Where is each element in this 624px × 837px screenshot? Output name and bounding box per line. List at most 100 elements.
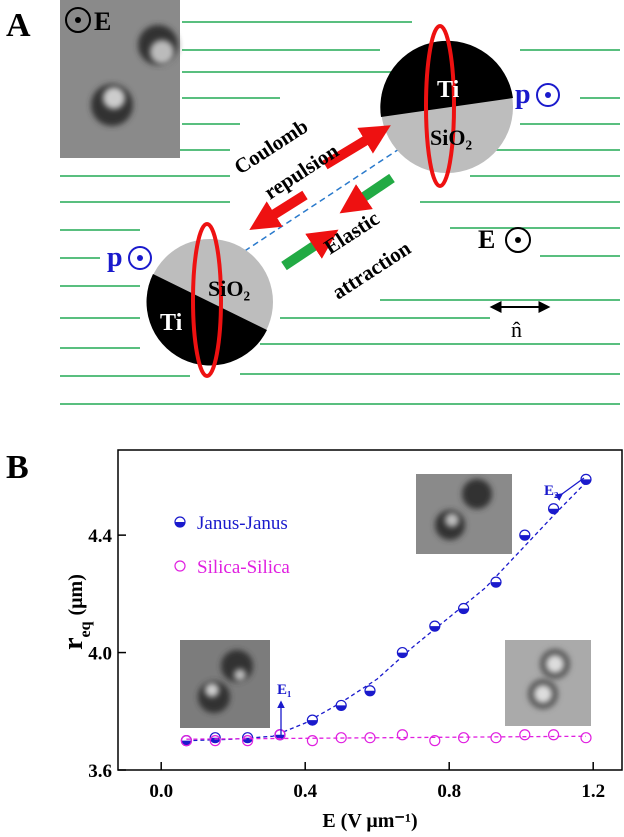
marker-outline	[429, 735, 441, 747]
marker-outline	[490, 732, 502, 744]
micrograph	[180, 640, 270, 728]
data-point	[519, 529, 531, 541]
data-point	[209, 735, 221, 747]
x-tick-label: 0.0	[149, 781, 173, 802]
micrograph	[60, 0, 180, 158]
data-point	[306, 714, 318, 726]
force-label: Elastic	[320, 206, 384, 259]
dipole-label: p	[107, 242, 123, 273]
marker-outline	[396, 729, 408, 741]
out-of-plane-dot	[545, 92, 551, 98]
data-point	[490, 576, 502, 588]
legend-label: Silica-Silica	[197, 557, 290, 578]
dipole-label: p	[515, 79, 531, 110]
legend-marker	[174, 560, 186, 572]
marker-fill	[491, 582, 501, 588]
marker-outline	[174, 560, 186, 572]
marker-outline	[335, 732, 347, 744]
y-axis-symbol: r	[58, 637, 89, 649]
y-axis-subscript: eq	[77, 621, 94, 637]
y-axis-label: req (μm)	[58, 574, 94, 650]
data-point	[429, 735, 441, 747]
marker-outline	[547, 729, 560, 741]
micrograph	[505, 640, 591, 726]
out-of-plane-symbol	[536, 83, 560, 107]
marker-fill	[365, 690, 375, 696]
marker-outline	[364, 732, 376, 744]
annotation-arrow	[554, 477, 585, 501]
data-point	[547, 503, 560, 515]
data-point	[242, 735, 254, 747]
marker-outline	[242, 735, 254, 747]
repulsion-arrow	[322, 125, 391, 170]
repulsion-arrow	[249, 190, 308, 230]
data-point	[580, 473, 592, 485]
marker-fill	[336, 705, 347, 711]
out-of-plane-symbol	[65, 7, 91, 33]
marker-outline	[580, 732, 592, 744]
data-point	[335, 699, 347, 712]
cap-label: Ti	[160, 310, 183, 336]
y-tick-label: 3.6	[88, 761, 112, 782]
data-point	[396, 646, 408, 659]
y-tick-label: 4.4	[88, 526, 112, 547]
data-point	[519, 729, 531, 741]
fit-line	[186, 481, 587, 742]
y-tick-label: 4.0	[88, 644, 112, 665]
body-label: SiO₂	[208, 276, 250, 301]
y-axis-unit: (μm)	[65, 574, 87, 615]
data-point	[209, 732, 221, 744]
particle	[146, 222, 273, 378]
data-point	[364, 732, 376, 744]
data-point	[429, 620, 441, 632]
data-point	[580, 732, 592, 744]
marker-outline	[458, 732, 470, 744]
data-point	[335, 732, 347, 744]
x-tick-label: 0.8	[437, 781, 461, 802]
out-of-plane-dot	[75, 17, 81, 23]
data-point	[180, 735, 192, 747]
attraction-arrow	[339, 173, 395, 214]
data-point	[490, 732, 502, 744]
x-tick-label: 0.4	[293, 781, 317, 802]
marker-fill	[581, 479, 591, 485]
x-axis-label: E (V μm⁻¹)	[322, 810, 417, 832]
legend-label: Janus-Janus	[197, 513, 288, 534]
micrograph	[416, 474, 512, 554]
attraction-arrow	[281, 229, 339, 271]
out-of-plane-symbol	[128, 246, 152, 270]
out-of-plane-dot	[137, 255, 143, 261]
marker-outline	[519, 729, 531, 741]
marker-outline	[180, 735, 192, 747]
field-label: E	[478, 225, 495, 254]
fit-line	[186, 735, 587, 740]
data-point	[396, 729, 408, 741]
marker-fill	[548, 508, 559, 514]
legend-marker	[174, 516, 186, 528]
marker-fill	[397, 652, 408, 658]
marker-outline	[274, 729, 286, 741]
data-point	[274, 729, 286, 741]
panel-label: B	[6, 449, 29, 486]
particle	[380, 24, 513, 188]
out-of-plane-symbol	[505, 227, 531, 253]
data-point	[306, 735, 318, 747]
data-point	[364, 685, 376, 697]
annotation: E₁	[277, 682, 292, 698]
director-lines	[60, 21, 620, 405]
marker-fill	[307, 720, 318, 726]
marker-outline	[306, 735, 318, 747]
marker-fill	[175, 522, 185, 527]
plot: 0.0 0.4 0.8 1.2 3.6 4.0 4.4 Janus-Janus Silica-S…	[88, 449, 623, 802]
x-tick-label: 1.2	[581, 781, 605, 802]
plot-frame	[117, 449, 623, 771]
field-label: E	[94, 7, 111, 36]
data-point	[547, 729, 560, 741]
out-of-plane-dot	[515, 237, 521, 243]
marker-fill	[429, 626, 440, 632]
panel-label: A	[6, 7, 31, 44]
cap-label: Ti	[437, 77, 460, 103]
marker-fill	[519, 535, 530, 541]
body-label: SiO₂	[430, 125, 472, 150]
